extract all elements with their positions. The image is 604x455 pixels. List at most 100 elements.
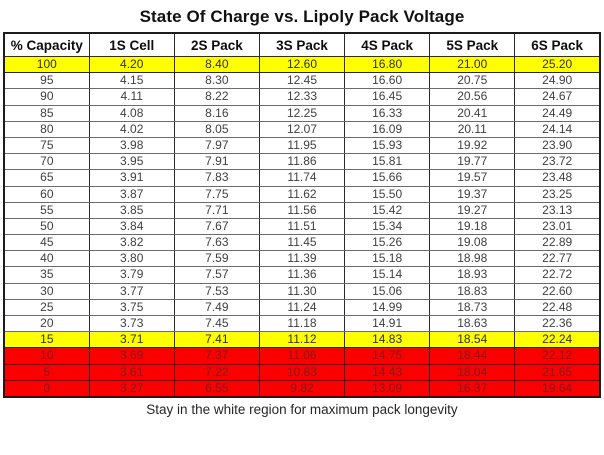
capacity-cell: 40 <box>3 250 90 268</box>
voltage-cell: 8.30 <box>173 72 260 90</box>
voltage-cell: 19.08 <box>429 234 516 252</box>
voltage-cell: 11.56 <box>258 201 346 219</box>
table-row: 100 4.20 8.40 12.60 16.80 21.00 25.20 <box>3 55 601 74</box>
voltage-cell: 19.18 <box>429 217 516 236</box>
table-body: 100 4.20 8.40 12.60 16.80 21.00 25.20 95 4.15 8.3… <box>3 55 601 398</box>
column-header-1s-cell: 1S Cell <box>88 32 175 57</box>
table-row: 35 3.79 7.57 11.36 15.14 18.93 22.72 <box>3 266 601 284</box>
voltage-cell: 3.84 <box>88 217 175 236</box>
voltage-cell: 18.04 <box>429 363 516 381</box>
voltage-cell: 19.27 <box>429 201 516 219</box>
voltage-cell: 3.98 <box>88 136 175 155</box>
voltage-cell: 22.24 <box>514 331 601 349</box>
capacity-cell: 10 <box>3 347 90 365</box>
table-row: 15 3.71 7.41 11.12 14.83 18.54 22.24 <box>3 331 601 349</box>
column-header-2s-pack: 2S Pack <box>173 32 260 57</box>
table-row: 40 3.80 7.59 11.39 15.18 18.98 22.77 <box>3 250 601 268</box>
table-row: 45 3.82 7.63 11.45 15.26 19.08 22.89 <box>3 234 601 252</box>
voltage-cell: 23.72 <box>514 153 601 171</box>
voltage-cell: 18.93 <box>429 266 516 284</box>
voltage-cell: 7.97 <box>173 136 260 155</box>
voltage-cell: 24.90 <box>514 72 601 90</box>
capacity-cell: 5 <box>3 363 90 381</box>
voltage-cell: 15.14 <box>344 266 431 284</box>
voltage-cell: 7.59 <box>173 250 260 268</box>
capacity-cell: 15 <box>3 331 90 349</box>
voltage-cell: 8.40 <box>173 55 260 74</box>
voltage-cell: 7.71 <box>173 201 260 219</box>
capacity-cell: 50 <box>3 217 90 236</box>
voltage-cell: 4.08 <box>88 104 175 122</box>
voltage-cell: 21.00 <box>429 55 516 74</box>
voltage-cell: 20.41 <box>429 104 516 122</box>
voltage-cell: 3.87 <box>88 185 175 203</box>
table-row: 50 3.84 7.67 11.51 15.34 19.18 23.01 <box>3 217 601 236</box>
voltage-cell: 3.61 <box>88 363 175 381</box>
column-header-5s-pack: 5S Pack <box>429 32 516 57</box>
capacity-cell: 0 <box>3 379 90 398</box>
voltage-cell: 3.77 <box>88 282 175 300</box>
voltage-cell: 12.45 <box>258 72 346 90</box>
capacity-cell: 65 <box>3 169 90 187</box>
voltage-cell: 3.71 <box>88 331 175 349</box>
voltage-cell: 8.16 <box>173 104 260 122</box>
voltage-cell: 7.63 <box>173 234 260 252</box>
voltage-cell: 3.91 <box>88 169 175 187</box>
voltage-cell: 11.86 <box>258 153 346 171</box>
capacity-cell: 80 <box>3 120 90 138</box>
voltage-cell: 15.18 <box>344 250 431 268</box>
voltage-cell: 22.60 <box>514 282 601 300</box>
table-row: 10 3.69 7.37 11.06 14.75 18.44 22.12 <box>3 347 601 365</box>
voltage-cell: 14.75 <box>344 347 431 365</box>
voltage-cell: 24.49 <box>514 104 601 122</box>
voltage-cell: 21.65 <box>514 363 601 381</box>
voltage-cell: 7.37 <box>173 347 260 365</box>
table-row: 85 4.08 8.16 12.25 16.33 20.41 24.49 <box>3 104 601 122</box>
voltage-cell: 14.43 <box>344 363 431 381</box>
voltage-cell: 19.37 <box>429 185 516 203</box>
voltage-cell: 16.37 <box>429 379 516 398</box>
voltage-cell: 19.57 <box>429 169 516 187</box>
voltage-cell: 15.81 <box>344 153 431 171</box>
table-row: 5 3.61 7.22 10.83 14.43 18.04 21.65 <box>3 363 601 381</box>
voltage-cell: 7.67 <box>173 217 260 236</box>
table-header: % Capacity 1S Cell 2S Pack 3S Pack 4S Pa… <box>3 32 601 57</box>
voltage-cell: 7.75 <box>173 185 260 203</box>
voltage-cell: 16.33 <box>344 104 431 122</box>
table-row: 75 3.98 7.97 11.95 15.93 19.92 23.90 <box>3 136 601 155</box>
voltage-cell: 7.45 <box>173 314 260 333</box>
capacity-cell: 95 <box>3 72 90 90</box>
voltage-cell: 19.64 <box>514 379 601 398</box>
capacity-cell: 100 <box>3 55 90 74</box>
voltage-cell: 15.06 <box>344 282 431 300</box>
voltage-cell: 8.22 <box>173 88 260 106</box>
footer-note: Stay in the white region for maximum pac… <box>146 401 458 417</box>
voltage-cell: 14.83 <box>344 331 431 349</box>
voltage-cell: 15.42 <box>344 201 431 219</box>
voltage-cell: 16.60 <box>344 72 431 90</box>
capacity-cell: 85 <box>3 104 90 122</box>
voltage-cell: 23.25 <box>514 185 601 203</box>
voltage-cell: 19.77 <box>429 153 516 171</box>
voltage-cell: 23.13 <box>514 201 601 219</box>
voltage-cell: 15.34 <box>344 217 431 236</box>
voltage-cell: 20.56 <box>429 88 516 106</box>
voltage-cell: 3.82 <box>88 234 175 252</box>
capacity-cell: 30 <box>3 282 90 300</box>
voltage-cell: 24.67 <box>514 88 601 106</box>
voltage-cell: 11.24 <box>258 298 346 317</box>
capacity-cell: 55 <box>3 201 90 219</box>
voltage-cell: 15.26 <box>344 234 431 252</box>
capacity-cell: 70 <box>3 153 90 171</box>
capacity-cell: 25 <box>3 298 90 317</box>
capacity-cell: 20 <box>3 314 90 333</box>
voltage-cell: 18.83 <box>429 282 516 300</box>
voltage-cell: 4.15 <box>88 72 175 90</box>
voltage-cell: 22.77 <box>514 250 601 268</box>
voltage-cell: 22.12 <box>514 347 601 365</box>
voltage-cell: 23.48 <box>514 169 601 187</box>
voltage-cell: 3.73 <box>88 314 175 333</box>
voltage-cell: 3.85 <box>88 201 175 219</box>
header-row: % Capacity 1S Cell 2S Pack 3S Pack 4S Pa… <box>3 32 601 57</box>
column-header-capacity: % Capacity <box>3 32 90 57</box>
